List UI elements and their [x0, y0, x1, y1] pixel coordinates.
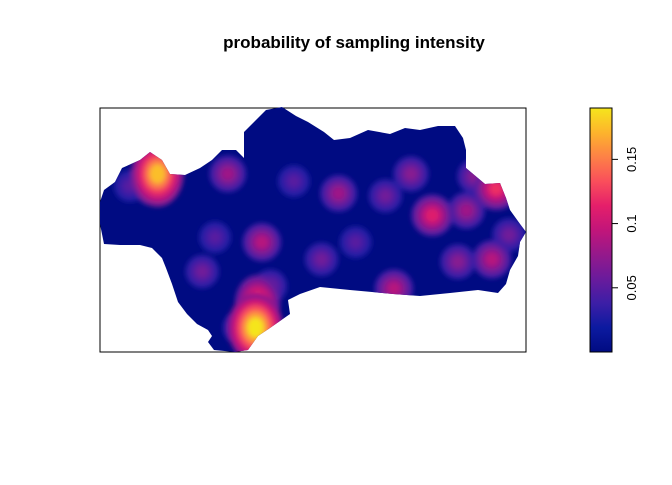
- colorbar: [589, 107, 613, 353]
- heat-cell: [380, 190, 391, 201]
- colorbar-tick-label: 0.1: [624, 215, 639, 233]
- heat-cell: [405, 168, 417, 180]
- heat-cell: [333, 187, 345, 199]
- heat-cell: [197, 266, 208, 277]
- plot-frame: [99, 107, 527, 353]
- heat-cell: [489, 182, 503, 196]
- colorbar-tick-label: 0.15: [624, 147, 639, 172]
- heat-cell: [149, 164, 166, 184]
- heat-cell: [350, 237, 361, 247]
- heat-cell: [426, 209, 439, 222]
- heat-cell: [460, 204, 472, 216]
- heat-cell: [486, 253, 498, 266]
- heat-cell: [125, 181, 135, 191]
- region-base: [100, 107, 526, 352]
- heat-cell: [210, 232, 220, 243]
- chart-title: probability of sampling intensity: [223, 33, 485, 52]
- heat-cell: [289, 176, 299, 186]
- heat-cell: [503, 229, 514, 240]
- heat-cell: [247, 317, 264, 338]
- region-map: [100, 107, 526, 352]
- colorbar-tick-label: 0.05: [624, 275, 639, 300]
- heat-cell: [222, 168, 234, 180]
- heat-cell: [388, 282, 400, 295]
- heat-cell: [452, 256, 464, 267]
- heat-cell: [256, 236, 268, 248]
- colorbar-ticks: 0.05 0.1 0.15: [612, 147, 639, 300]
- heat-cell: [316, 254, 327, 265]
